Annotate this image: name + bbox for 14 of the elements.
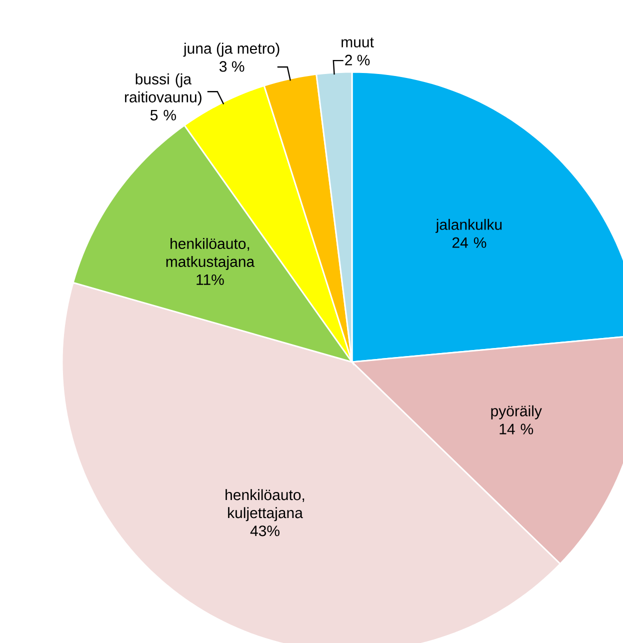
data-label: 2 % bbox=[345, 54, 370, 66]
slice-label: henkilöauto, kuljettajana bbox=[226, 489, 304, 522]
data-label: 3 % bbox=[220, 61, 244, 72]
slice-label: juna (ja metro) bbox=[183, 42, 280, 57]
slice-label: bussi (ja raitiovaunu) bbox=[125, 73, 202, 106]
slice-label: muut bbox=[342, 38, 374, 48]
data-label: 24 % bbox=[452, 237, 486, 248]
data-label: 14 % bbox=[500, 424, 534, 434]
slice-label: pyöräily bbox=[491, 405, 542, 420]
data-label: 43% bbox=[250, 526, 280, 536]
slice-label: jalankulku bbox=[436, 218, 502, 233]
data-label: 5 % bbox=[150, 110, 176, 120]
slice-label: henkilöauto, matkustajana bbox=[166, 238, 255, 270]
data-label: 11% bbox=[196, 274, 224, 285]
